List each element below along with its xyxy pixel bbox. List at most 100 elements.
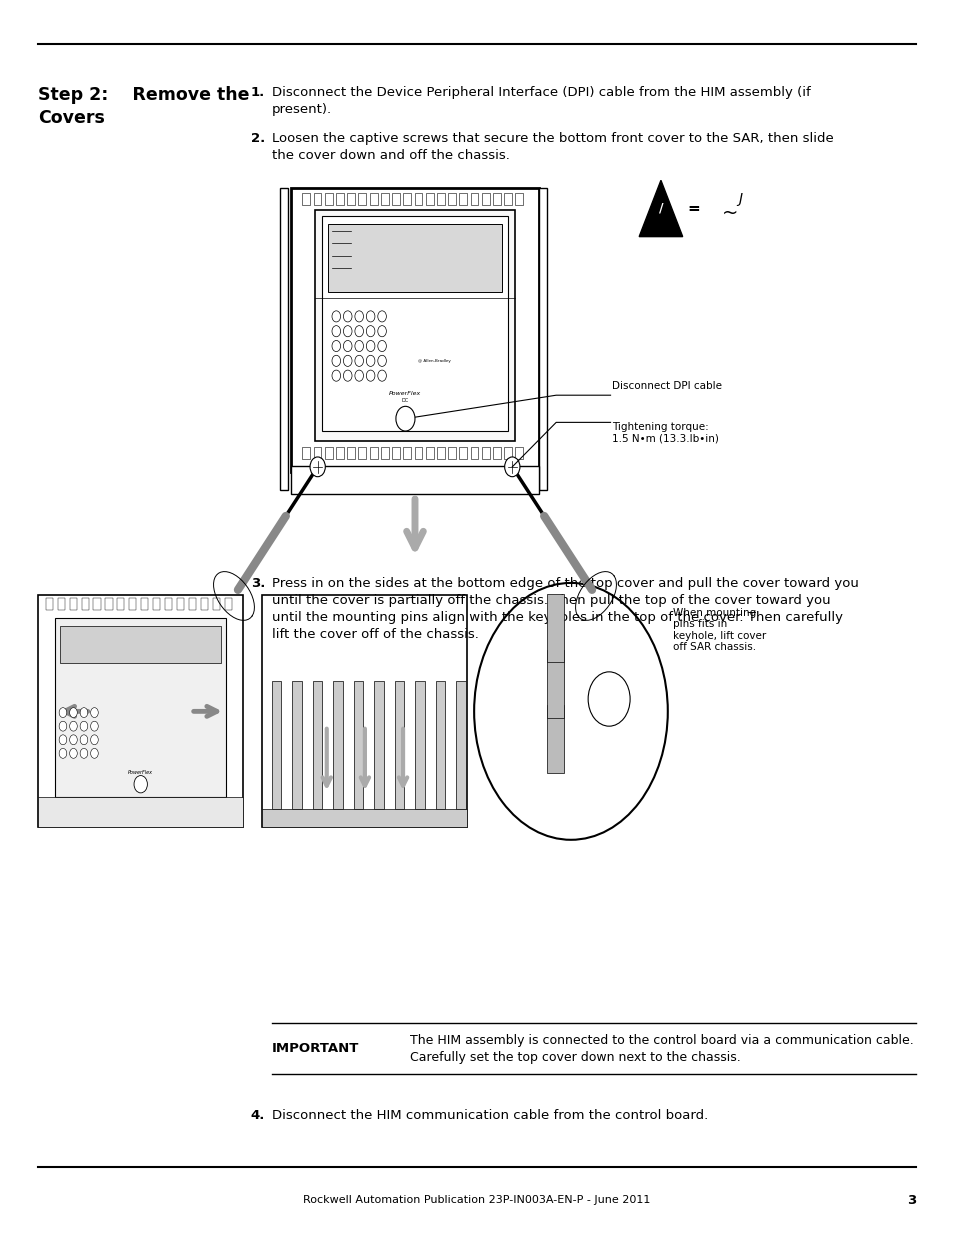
Circle shape xyxy=(377,370,386,382)
Circle shape xyxy=(80,721,88,731)
Bar xyxy=(314,447,321,459)
Bar xyxy=(81,598,89,610)
Circle shape xyxy=(355,326,363,337)
Circle shape xyxy=(377,326,386,337)
Bar xyxy=(459,193,467,205)
Text: IMPORTANT: IMPORTANT xyxy=(272,1042,359,1055)
Circle shape xyxy=(343,326,352,337)
Text: Tightening torque:
1.5 N•m (13.3.lb•in): Tightening torque: 1.5 N•m (13.3.lb•in) xyxy=(612,422,719,443)
Text: Loosen the captive screws that secure the bottom front cover to the SAR, then sl: Loosen the captive screws that secure th… xyxy=(272,132,833,162)
Bar xyxy=(189,598,196,610)
Bar xyxy=(425,193,433,205)
Circle shape xyxy=(366,356,375,367)
Text: ~: ~ xyxy=(720,204,738,222)
Bar xyxy=(105,598,112,610)
Bar xyxy=(117,598,124,610)
Bar xyxy=(470,447,477,459)
Bar xyxy=(262,809,467,827)
Circle shape xyxy=(366,370,375,382)
Circle shape xyxy=(80,708,88,718)
Circle shape xyxy=(70,721,77,731)
Bar xyxy=(358,193,366,205)
Bar xyxy=(470,193,477,205)
Circle shape xyxy=(377,311,386,322)
Circle shape xyxy=(310,457,325,477)
Bar xyxy=(425,447,433,459)
Bar xyxy=(291,466,538,494)
Circle shape xyxy=(91,721,98,731)
Circle shape xyxy=(355,370,363,382)
Bar xyxy=(328,224,501,293)
Circle shape xyxy=(91,735,98,745)
Circle shape xyxy=(343,311,352,322)
Circle shape xyxy=(133,776,147,793)
Circle shape xyxy=(332,356,340,367)
Text: 3.: 3. xyxy=(251,577,265,590)
Bar xyxy=(448,447,456,459)
Bar xyxy=(395,682,404,809)
Bar xyxy=(38,595,243,827)
Bar xyxy=(347,447,355,459)
Bar xyxy=(324,193,333,205)
Circle shape xyxy=(343,356,352,367)
Circle shape xyxy=(366,341,375,352)
Bar xyxy=(291,188,538,472)
Text: The HIM assembly is connected to the control board via a communication cable.
Ca: The HIM assembly is connected to the con… xyxy=(410,1034,913,1063)
Circle shape xyxy=(355,356,363,367)
Text: J: J xyxy=(738,193,742,206)
Circle shape xyxy=(332,326,340,337)
Bar xyxy=(314,193,321,205)
Text: Step 2:    Remove the
Covers: Step 2: Remove the Covers xyxy=(38,86,250,127)
Circle shape xyxy=(366,326,375,337)
Text: 2.: 2. xyxy=(251,132,265,146)
Circle shape xyxy=(332,341,340,352)
Text: Disconnect DPI cable: Disconnect DPI cable xyxy=(612,382,721,391)
Bar xyxy=(358,447,366,459)
Bar xyxy=(481,447,489,459)
Bar xyxy=(347,193,355,205)
Bar xyxy=(481,193,489,205)
Bar xyxy=(436,193,444,205)
Bar xyxy=(130,598,136,610)
Bar xyxy=(380,193,388,205)
Bar xyxy=(225,598,232,610)
Bar xyxy=(503,447,512,459)
Polygon shape xyxy=(639,180,682,237)
Bar xyxy=(515,193,522,205)
Text: @ Allen-Bradley: @ Allen-Bradley xyxy=(417,359,450,363)
Ellipse shape xyxy=(474,583,667,840)
Bar xyxy=(414,193,422,205)
Bar xyxy=(302,193,310,205)
Text: /: / xyxy=(658,203,662,215)
Bar xyxy=(60,626,221,663)
Bar xyxy=(335,447,343,459)
Bar xyxy=(403,193,411,205)
Bar xyxy=(335,193,343,205)
Bar xyxy=(380,447,388,459)
Text: Disconnect the Device Peripheral Interface (DPI) cable from the HIM assembly (if: Disconnect the Device Peripheral Interfa… xyxy=(272,86,810,116)
Text: 1.: 1. xyxy=(251,86,265,100)
Text: =: = xyxy=(686,201,700,216)
Bar xyxy=(374,682,383,809)
Bar xyxy=(448,193,456,205)
Circle shape xyxy=(59,748,67,758)
Text: Press in on the sides at the bottom edge of the top cover and pull the cover tow: Press in on the sides at the bottom edge… xyxy=(272,577,858,641)
Bar xyxy=(324,447,333,459)
Bar xyxy=(293,682,301,809)
Circle shape xyxy=(59,708,67,718)
Circle shape xyxy=(70,748,77,758)
Circle shape xyxy=(343,370,352,382)
Bar xyxy=(538,188,546,490)
Bar xyxy=(262,595,467,827)
Bar xyxy=(177,598,184,610)
Bar xyxy=(201,598,208,610)
Bar xyxy=(141,598,149,610)
Bar xyxy=(415,682,424,809)
Bar xyxy=(213,598,220,610)
Bar xyxy=(70,598,76,610)
Bar xyxy=(493,447,500,459)
Circle shape xyxy=(70,735,77,745)
Circle shape xyxy=(59,721,67,731)
Bar xyxy=(302,447,310,459)
Circle shape xyxy=(80,748,88,758)
